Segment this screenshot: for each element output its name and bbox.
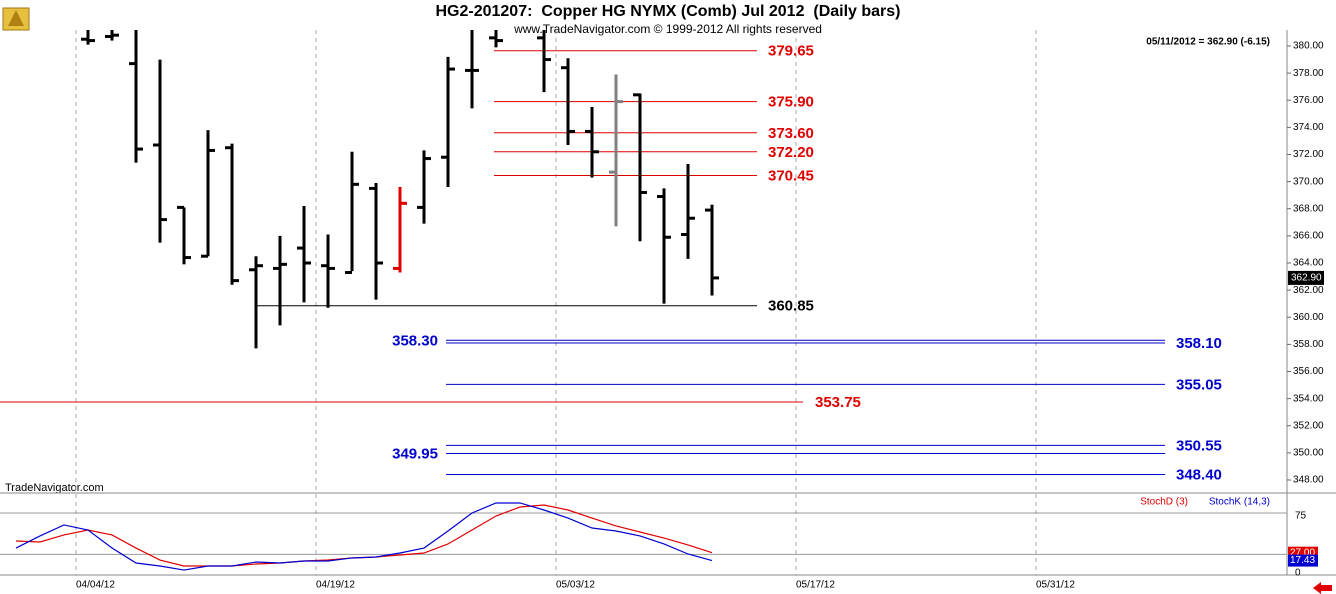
legend-entry: StochK (14,3)	[1209, 497, 1270, 508]
y-tick-label: 380.00	[1293, 41, 1324, 52]
subtitle: www.TradeNavigator.com © 1999-2012 All r…	[513, 22, 822, 36]
price-level-label: 353.75	[815, 394, 861, 411]
y-tick-label: 376.00	[1293, 95, 1324, 106]
price-level-label: 348.40	[1176, 467, 1222, 484]
y-tick-label: 362.00	[1293, 285, 1324, 296]
last-price-box	[1288, 270, 1324, 285]
x-tick-label: 04/19/12	[316, 580, 355, 591]
y-tick-label: 370.00	[1293, 176, 1324, 187]
last-value-label: 17.43	[1290, 555, 1315, 566]
bars	[81, 30, 720, 349]
y-tick-label: 75	[1295, 511, 1307, 522]
y-tick-label: 0	[1295, 568, 1301, 579]
last-price-label: 362.90	[1291, 273, 1322, 284]
y-tick-label: 352.00	[1293, 420, 1324, 431]
scroll-arrow[interactable]	[1313, 582, 1332, 594]
price-level-label: 370.45	[768, 167, 814, 184]
x-tick-label: 05/03/12	[556, 580, 595, 591]
y-tick-label: 364.00	[1293, 258, 1324, 269]
y-tick-label: 366.00	[1293, 231, 1324, 242]
price-level-label: 379.65	[768, 43, 814, 60]
y-tick-label: 368.00	[1293, 203, 1324, 214]
price-level-label: 373.60	[768, 125, 814, 142]
y-tick-label: 350.00	[1293, 447, 1324, 458]
x-tick-label: 05/17/12	[796, 580, 835, 591]
y-tick-label: 372.00	[1293, 149, 1324, 160]
price-level-label: 355.05	[1176, 376, 1222, 393]
x-tick-label: 04/04/12	[76, 580, 115, 591]
legend: StochD (3) StochK (14,3)	[1140, 497, 1270, 508]
price-annotation: 05/11/2012 = 362.90 (-6.15)	[1146, 37, 1270, 48]
price-level-label: 358.10	[1176, 335, 1222, 352]
y-tick-label: 348.00	[1293, 475, 1324, 486]
price-level-label: 350.55	[1176, 437, 1222, 454]
logo	[2, 7, 30, 31]
y-tick-label: 360.00	[1293, 312, 1324, 323]
watermark: TradeNavigator.com	[5, 482, 104, 494]
y-tick-label: 358.00	[1293, 339, 1324, 350]
legend-entry: StochD (3)	[1140, 497, 1188, 508]
last-value-box	[1288, 554, 1318, 567]
x-tick-label: 05/31/12	[1036, 580, 1075, 591]
y-tick-label: 378.00	[1293, 68, 1324, 79]
last-value-label: 27.00	[1290, 547, 1315, 558]
stoch-line	[15, 502, 713, 571]
chart-title: HG2-201207: Copper HG NYMX (Comb) Jul 20…	[435, 3, 900, 20]
y-tick-label: 354.00	[1293, 393, 1324, 404]
price-level-label: 372.20	[768, 144, 814, 161]
y-tick-label: 374.00	[1293, 122, 1324, 133]
price-level-label: 375.90	[768, 94, 814, 111]
price-level-label: 349.95	[392, 446, 438, 463]
price-level-label: 358.30	[392, 332, 438, 349]
price-level-label: 360.85	[768, 298, 814, 315]
y-tick-label: 356.00	[1293, 366, 1324, 377]
